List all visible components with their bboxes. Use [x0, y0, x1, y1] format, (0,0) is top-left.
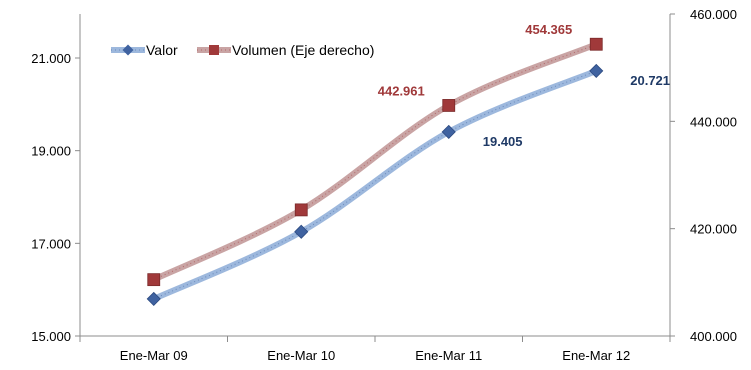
x-tick-label: Ene-Mar 11 [415, 348, 482, 363]
y-right-tick-label: 420.000 [690, 222, 737, 237]
series-volumen-point [147, 273, 161, 287]
legend-volumen-label: Volumen (Eje derecho) [232, 42, 374, 58]
series-volumen-point [589, 37, 603, 51]
x-tick-label: Ene-Mar 09 [120, 348, 188, 363]
legend: Valor Volumen (Eje derecho) [111, 42, 374, 58]
series-valor-point [441, 124, 456, 139]
series-volumen-point [442, 99, 456, 112]
y-right-tick-label: 440.000 [690, 114, 737, 129]
plot-area: 15.000 17.000 19.000 21.000 400.000 420.000 44… [31, 7, 737, 363]
series-valor-point [589, 63, 604, 78]
series-valor-data-label: 20.721 [630, 73, 670, 88]
series-volumen-data-label: 442.961 [378, 83, 425, 98]
series-volumen-point [294, 203, 308, 217]
y-left-tick-label: 21.000 [31, 51, 71, 66]
series-valor-data-label: 19.405 [483, 134, 523, 149]
series-valor-point [294, 224, 309, 239]
series-volumen-line [150, 41, 600, 283]
legend-valor-marker [122, 44, 134, 56]
y-right-tick-label: 460.000 [690, 7, 737, 22]
x-tick-label: Ene-Mar 12 [562, 348, 630, 363]
series-valor-line-hatch [153, 70, 597, 300]
y-left-tick-label: 15.000 [31, 329, 71, 344]
series-volumen-data-label: 454.365 [525, 22, 572, 37]
series-valor-point [146, 291, 161, 306]
series-volumen-line-hatch [153, 43, 597, 281]
y-left-tick-label: 19.000 [31, 144, 71, 159]
legend-volumen-marker [209, 45, 219, 55]
x-tick-label: Ene-Mar 10 [267, 348, 335, 363]
y-left-tick-label: 17.000 [31, 236, 71, 251]
series-valor-line [150, 67, 600, 302]
legend-valor-label: Valor [146, 42, 178, 58]
y-right-tick-label: 400.000 [690, 329, 737, 344]
